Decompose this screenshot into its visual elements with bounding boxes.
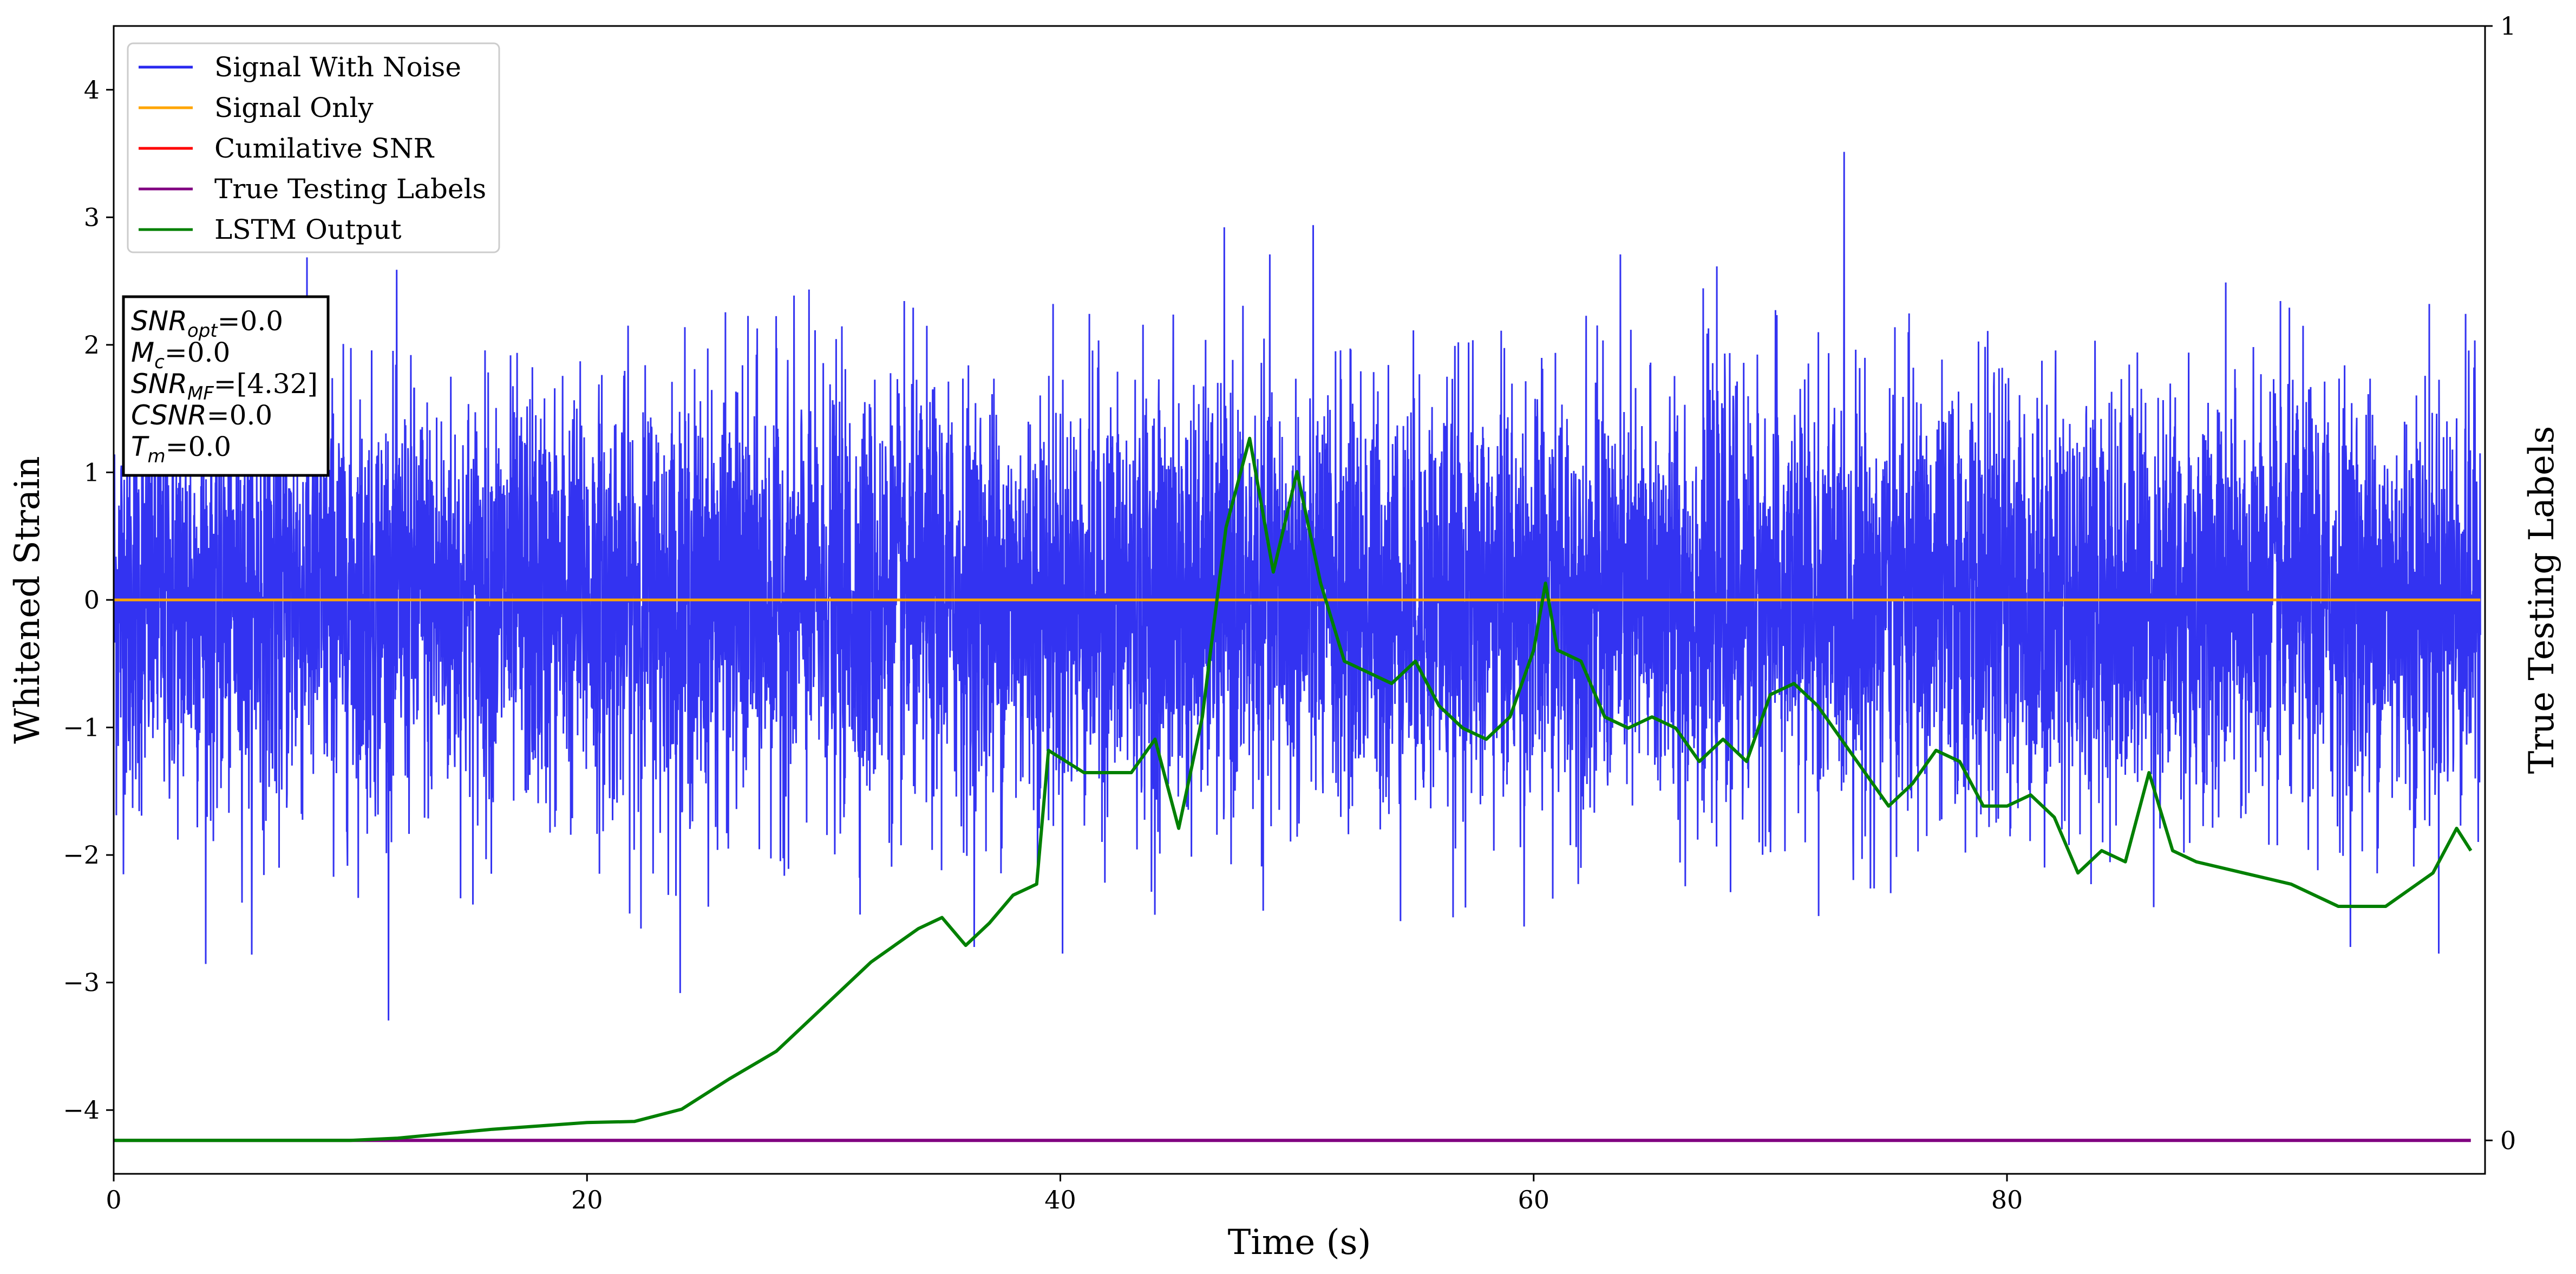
x-tick-label: 20 bbox=[571, 1185, 603, 1214]
y-tick-label: −4 bbox=[63, 1095, 100, 1125]
info-box-line: Tm=0.0 bbox=[131, 431, 231, 467]
y-axis-ticks: −4 −3 −2 −1 0 1 2 3 4 bbox=[63, 75, 114, 1125]
info-subscript: opt bbox=[187, 320, 218, 342]
y-tick-label: 2 bbox=[84, 330, 100, 360]
y-tick-label: −1 bbox=[63, 713, 100, 742]
noise-trace bbox=[113, 152, 2481, 1021]
info-box-line: Mc=0.0 bbox=[131, 337, 230, 373]
info-box: SNRopt=0.0Mc=0.0SNRMF=[4.32]CSNR=0.0Tm=0… bbox=[122, 295, 330, 477]
x-tick-label: 80 bbox=[1991, 1185, 2023, 1214]
info-symbol: M bbox=[131, 337, 154, 368]
legend-entry-label: LSTM Output bbox=[214, 214, 401, 245]
x-axis-label: Time (s) bbox=[1228, 1223, 1371, 1263]
x-tick-label: 40 bbox=[1044, 1185, 1076, 1214]
y-tick-label: 0 bbox=[84, 585, 100, 615]
info-value: =0.0 bbox=[218, 305, 283, 337]
y-tick-label: 3 bbox=[84, 202, 100, 232]
info-symbol: CSNR bbox=[131, 400, 207, 431]
legend-entry-label: Cumilative SNR bbox=[214, 133, 434, 164]
series-signal-with-noise bbox=[113, 152, 2481, 1021]
legend: Signal With Noise Signal Only Cumilative S… bbox=[127, 42, 500, 253]
info-box-line: SNRopt=0.0 bbox=[131, 305, 283, 342]
y2-axis-label: True Testing Labels bbox=[2522, 426, 2562, 774]
info-subscript: m bbox=[148, 446, 166, 467]
legend-entry-label: Signal With Noise bbox=[214, 51, 461, 83]
info-symbol: SNR bbox=[131, 368, 187, 400]
y2-tick-label: 0 bbox=[2500, 1126, 2516, 1155]
plot-area bbox=[113, 152, 2481, 1142]
legend-entry-label: True Testing Labels bbox=[214, 173, 486, 205]
lstm-output-line bbox=[114, 436, 2473, 1142]
y-tick-label: −3 bbox=[63, 968, 100, 997]
info-symbol: SNR bbox=[131, 305, 187, 337]
info-box-frame bbox=[122, 295, 330, 477]
info-value: =0.0 bbox=[166, 431, 231, 462]
y2-axis-ticks: 01 bbox=[2485, 11, 2516, 1155]
y-axis-label: Whitened Strain bbox=[8, 456, 48, 743]
info-symbol: T bbox=[131, 431, 149, 462]
legend-frame bbox=[127, 42, 500, 253]
x-axis-ticks: 0 20 40 60 80 bbox=[106, 1174, 2023, 1214]
series-lstm-output bbox=[114, 436, 2473, 1142]
info-value: =[4.32] bbox=[214, 368, 318, 400]
x-tick-label: 0 bbox=[106, 1185, 121, 1214]
y2-tick-label: 1 bbox=[2500, 11, 2516, 41]
info-subscript: MF bbox=[187, 383, 214, 404]
info-subscript: c bbox=[154, 351, 165, 373]
y-tick-label: 1 bbox=[84, 458, 100, 487]
info-box-line: CSNR=0.0 bbox=[131, 400, 272, 431]
y-tick-label: 4 bbox=[84, 75, 100, 104]
info-box-line: SNRMF=[4.32] bbox=[131, 368, 318, 404]
x-tick-label: 60 bbox=[1518, 1185, 1549, 1214]
info-value: =0.0 bbox=[207, 400, 272, 431]
legend-entry-label: Signal Only bbox=[214, 92, 374, 123]
y-tick-label: −2 bbox=[63, 840, 100, 870]
info-value: =0.0 bbox=[165, 337, 230, 368]
